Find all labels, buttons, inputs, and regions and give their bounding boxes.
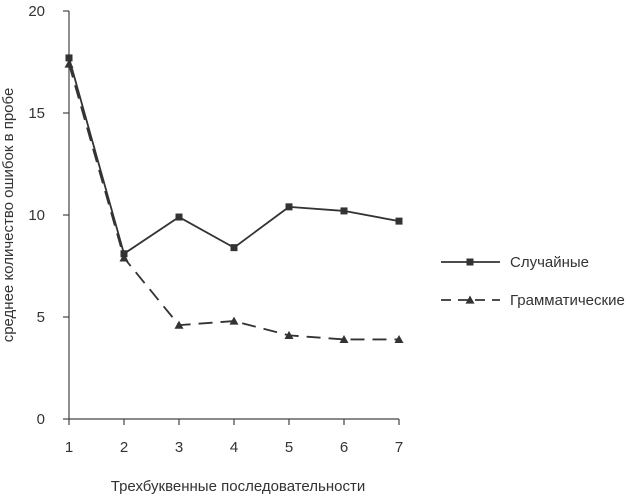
series-layer — [64, 54, 404, 344]
y-tick-label: 20 — [28, 3, 45, 20]
data-point — [175, 213, 183, 221]
x-tick-label: 5 — [285, 439, 293, 456]
y-tick-label: 15 — [28, 105, 45, 122]
legend-marker — [465, 295, 475, 304]
data-point — [340, 207, 348, 215]
x-tick-label: 3 — [175, 439, 183, 456]
data-point — [230, 244, 238, 252]
y-axis-title: среднее количество ошибок в пробе — [0, 88, 17, 343]
series-line — [68, 57, 400, 255]
y-tick-label: 0 — [37, 411, 45, 428]
series-2 — [64, 59, 404, 344]
data-point — [174, 320, 184, 329]
data-point — [395, 217, 403, 225]
data-point — [339, 334, 349, 344]
x-tick-label: 6 — [340, 439, 348, 456]
legend-label: Случайные — [510, 254, 589, 271]
legend-label: Грамматические — [510, 292, 625, 309]
data-point — [229, 316, 239, 325]
legend-item-2: Грамматические — [441, 292, 625, 309]
data-point — [285, 203, 293, 211]
series-line — [68, 63, 399, 341]
x-tick-label: 2 — [120, 439, 128, 456]
data-point — [65, 54, 73, 62]
x-tick-label: 4 — [230, 439, 238, 456]
y-tick-label: 10 — [28, 207, 45, 224]
legend-marker — [466, 258, 474, 266]
legend: Случайные Грамматические — [441, 254, 625, 309]
x-axis-title: Трехбуквенные последовательности — [111, 478, 365, 495]
data-point — [119, 253, 129, 262]
data-point — [64, 59, 74, 68]
y-tick-label: 5 — [37, 309, 45, 326]
series-1 — [65, 54, 403, 258]
data-point — [284, 330, 294, 339]
axes: 0 5 10 15 20 1 2 3 4 5 6 7 — [28, 3, 403, 456]
data-point — [394, 334, 404, 344]
x-tick-label: 1 — [65, 439, 73, 456]
x-tick-label: 7 — [395, 439, 403, 456]
legend-item-1: Случайные — [441, 254, 589, 271]
